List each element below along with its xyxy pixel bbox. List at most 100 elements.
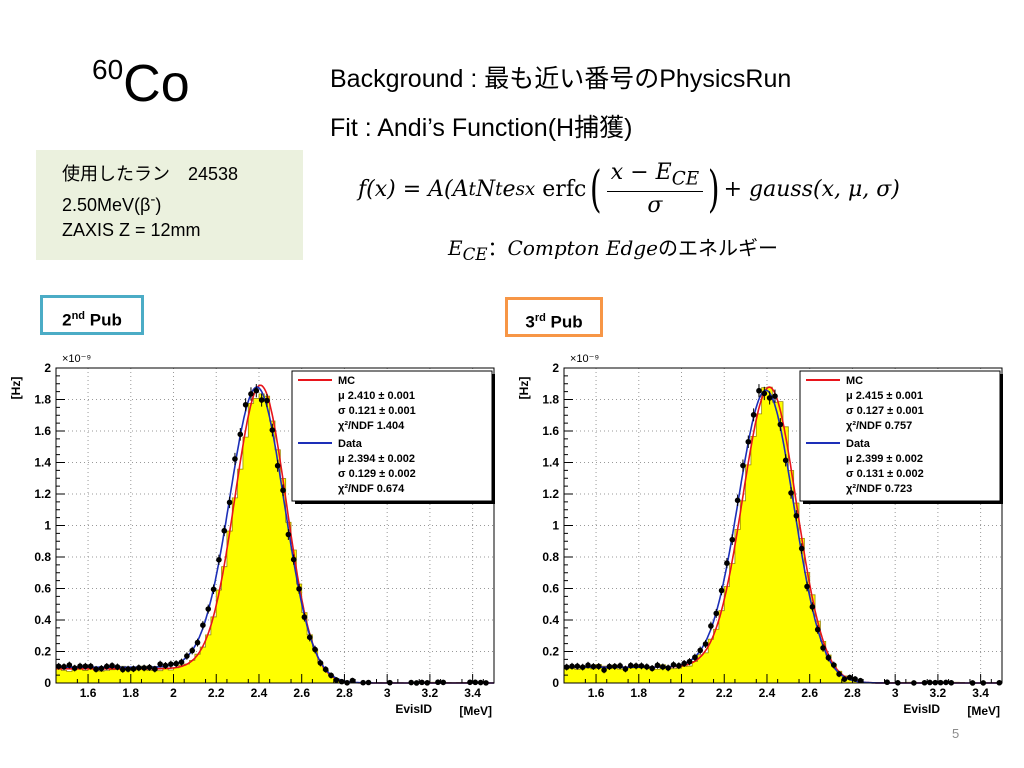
data-point — [472, 679, 479, 686]
x-tick-label: 2 — [170, 686, 177, 700]
data-point — [692, 654, 698, 661]
formula-erfc: erfc — [542, 176, 587, 202]
data-point — [718, 587, 725, 594]
data-point — [248, 391, 254, 397]
legend-data-sigma: σ 0.129 ± 0.002 — [338, 468, 416, 480]
data-point — [702, 641, 709, 647]
x-axis-label: EvisID — [395, 702, 432, 716]
data-point — [622, 666, 629, 672]
data-point — [178, 659, 185, 665]
data-point — [761, 390, 768, 397]
data-point — [146, 664, 153, 671]
x-tick-label: 2.4 — [759, 686, 776, 700]
edge-e: E — [448, 236, 463, 260]
edge-jp: のエネルギー — [657, 238, 778, 260]
x-tick-label: 2.8 — [336, 686, 353, 700]
x-tick-label: 2.2 — [208, 686, 225, 700]
data-point — [772, 393, 778, 399]
legend-data-mu: μ 2.399 ± 0.002 — [846, 453, 923, 465]
x-tick-label: 3.2 — [422, 686, 439, 700]
y-tick-label: 0.4 — [542, 613, 559, 627]
data-point — [569, 663, 575, 670]
data-point — [643, 663, 650, 670]
formula-lhs: f(x) = A(A — [358, 176, 469, 202]
data-point — [708, 623, 714, 629]
data-point — [825, 654, 832, 661]
legend-mc-sigma: σ 0.121 ± 0.001 — [338, 405, 416, 417]
data-point — [579, 664, 586, 670]
y-tick-label: 1.8 — [34, 393, 51, 407]
zaxis-line: ZAXIS Z = 12mm — [62, 220, 201, 240]
data-point — [574, 663, 581, 670]
right-paren-glyph: ) — [707, 160, 720, 218]
data-point — [836, 671, 842, 677]
page-number: 5 — [952, 726, 960, 741]
data-point — [777, 421, 784, 428]
x-tick-label: 2 — [678, 686, 685, 700]
data-point — [638, 663, 645, 669]
x-axis-unit: [MeV] — [967, 704, 1000, 718]
fit-description: Fit : Andi’s Function(H捕獲) — [330, 114, 633, 142]
data-point — [814, 626, 821, 633]
data-point — [280, 487, 286, 494]
y-tick-label: 0.4 — [34, 613, 51, 627]
data-point — [82, 663, 89, 670]
x-tick-label: 1.6 — [588, 686, 605, 700]
data-point — [55, 663, 62, 670]
legend-data-chi2: χ²/NDF 0.723 — [846, 483, 912, 495]
y-tick-label: 0.2 — [34, 645, 51, 659]
mass-number: 60 — [92, 54, 124, 85]
x-tick-label: 2.4 — [251, 686, 268, 700]
x-tick-label: 3 — [384, 686, 391, 700]
data-point — [349, 677, 356, 684]
x-tick-label: 3.2 — [930, 686, 947, 700]
data-point — [109, 662, 115, 669]
legend-data-sigma: σ 0.131 ± 0.002 — [846, 468, 924, 480]
y-tick-label: 2 — [552, 361, 559, 375]
y-tick-label: 1.6 — [34, 424, 51, 438]
data-point — [435, 679, 441, 686]
data-point — [927, 679, 933, 686]
legend-box — [799, 370, 1001, 502]
x-tick-label: 2.6 — [801, 686, 818, 700]
y-tick-label: 2 — [44, 361, 51, 375]
data-point — [205, 606, 212, 612]
data-point — [301, 614, 308, 620]
data-point — [274, 462, 281, 469]
data-point — [232, 456, 238, 462]
edge-name: Compton Edge — [507, 236, 658, 260]
formula-sub-t2: t — [495, 178, 503, 200]
data-point — [322, 666, 329, 673]
beta-superscript: - — [150, 191, 156, 208]
data-point — [846, 674, 853, 681]
data-point — [884, 679, 890, 686]
data-point — [269, 427, 276, 433]
data-point — [585, 662, 591, 669]
element-symbol: Co — [123, 55, 190, 113]
data-point — [98, 665, 105, 672]
legend-data-mu: μ 2.394 ± 0.002 — [338, 453, 415, 465]
legend-data-label: Data — [846, 438, 871, 450]
x-tick-label: 2.2 — [716, 686, 733, 700]
data-point — [87, 663, 94, 670]
pub2-num: 2 — [62, 310, 72, 330]
numerator-sub: CE — [671, 168, 700, 190]
run-number-line: 使用したラン 24538 — [62, 164, 239, 184]
formula-n: N — [475, 176, 496, 202]
data-point — [729, 536, 736, 543]
data-point — [242, 401, 249, 408]
data-point — [852, 676, 858, 682]
y-tick-label: 0.8 — [34, 550, 51, 564]
data-point — [317, 660, 324, 666]
run-info-box: 使用したラン 24538 2.50MeV(β-) ZAXIS Z = 12mm — [36, 150, 303, 260]
data-point — [135, 665, 142, 671]
data-point — [713, 610, 720, 617]
y-tick-label: 1.6 — [542, 424, 559, 438]
legend-mc-mu: μ 2.415 ± 0.001 — [846, 390, 923, 402]
data-point — [756, 387, 762, 394]
data-point — [125, 666, 131, 672]
x-tick-label: 3 — [892, 686, 899, 700]
data-point — [467, 679, 473, 686]
compton-edge-note: ECE：Compton Edgeのエネルギー — [448, 232, 778, 264]
data-point — [173, 660, 179, 667]
